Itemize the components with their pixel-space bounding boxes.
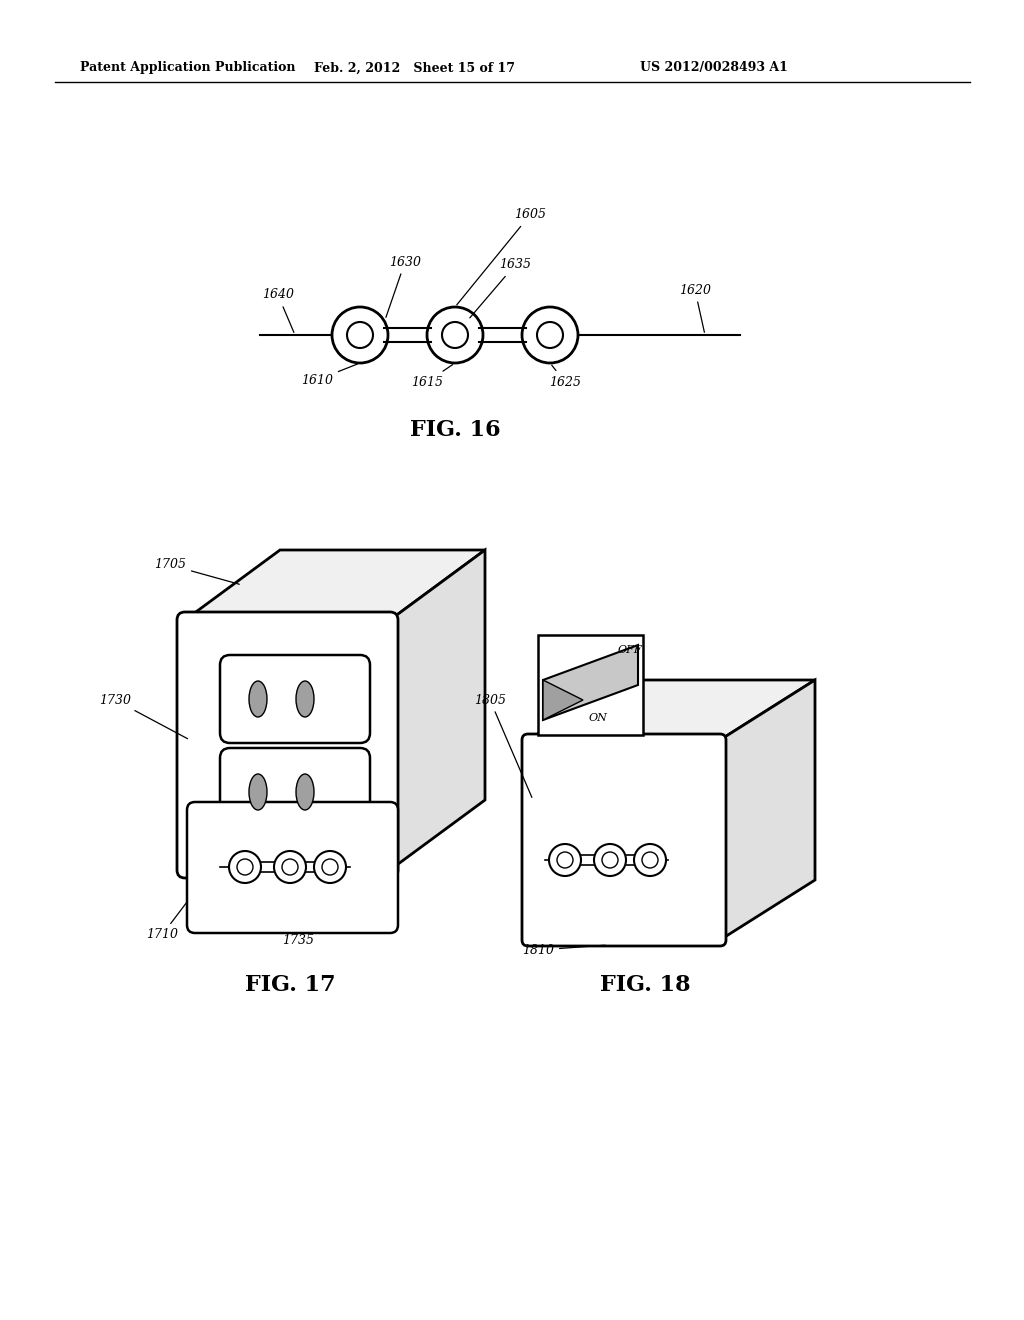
- Circle shape: [634, 843, 666, 876]
- Circle shape: [237, 859, 253, 875]
- Text: 1620: 1620: [679, 284, 711, 333]
- Text: 1615: 1615: [411, 364, 453, 388]
- FancyBboxPatch shape: [220, 655, 370, 743]
- Polygon shape: [538, 635, 643, 735]
- Circle shape: [322, 859, 338, 875]
- Polygon shape: [543, 680, 583, 719]
- Text: 1610: 1610: [301, 364, 357, 387]
- Text: 1640: 1640: [262, 289, 294, 333]
- Text: FIG. 16: FIG. 16: [410, 418, 501, 441]
- Text: 1630: 1630: [386, 256, 421, 317]
- Text: 1605: 1605: [457, 209, 546, 305]
- Polygon shape: [185, 550, 485, 620]
- Text: 1705: 1705: [154, 558, 240, 585]
- Circle shape: [314, 851, 346, 883]
- Circle shape: [332, 308, 388, 363]
- Polygon shape: [543, 645, 638, 719]
- Text: OFF: OFF: [617, 645, 642, 655]
- Circle shape: [347, 322, 373, 348]
- FancyBboxPatch shape: [522, 734, 726, 946]
- Polygon shape: [720, 680, 815, 940]
- Circle shape: [537, 322, 563, 348]
- FancyBboxPatch shape: [187, 803, 398, 933]
- Text: 1805: 1805: [474, 693, 531, 797]
- Text: Patent Application Publication: Patent Application Publication: [80, 62, 296, 74]
- Text: 1810: 1810: [522, 944, 605, 957]
- Text: Feb. 2, 2012   Sheet 15 of 17: Feb. 2, 2012 Sheet 15 of 17: [314, 62, 515, 74]
- Circle shape: [282, 859, 298, 875]
- Circle shape: [602, 851, 618, 869]
- Ellipse shape: [249, 774, 267, 810]
- Text: 1625: 1625: [549, 366, 581, 388]
- Circle shape: [427, 308, 483, 363]
- Circle shape: [442, 322, 468, 348]
- Text: FIG. 18: FIG. 18: [600, 974, 690, 997]
- Circle shape: [594, 843, 626, 876]
- Text: US 2012/0028493 A1: US 2012/0028493 A1: [640, 62, 787, 74]
- Text: 1710: 1710: [146, 867, 213, 941]
- Text: 1735: 1735: [282, 878, 329, 946]
- Ellipse shape: [296, 681, 314, 717]
- Circle shape: [557, 851, 573, 869]
- Text: 1635: 1635: [470, 259, 531, 318]
- Circle shape: [642, 851, 658, 869]
- Circle shape: [522, 308, 578, 363]
- Polygon shape: [528, 680, 815, 741]
- Circle shape: [229, 851, 261, 883]
- Circle shape: [549, 843, 581, 876]
- Text: ON: ON: [589, 713, 607, 723]
- Text: 1730: 1730: [99, 693, 187, 739]
- Text: FIG. 17: FIG. 17: [245, 974, 335, 997]
- FancyBboxPatch shape: [220, 748, 370, 836]
- Ellipse shape: [249, 681, 267, 717]
- Ellipse shape: [296, 774, 314, 810]
- Polygon shape: [390, 550, 485, 870]
- Circle shape: [274, 851, 306, 883]
- FancyBboxPatch shape: [177, 612, 398, 878]
